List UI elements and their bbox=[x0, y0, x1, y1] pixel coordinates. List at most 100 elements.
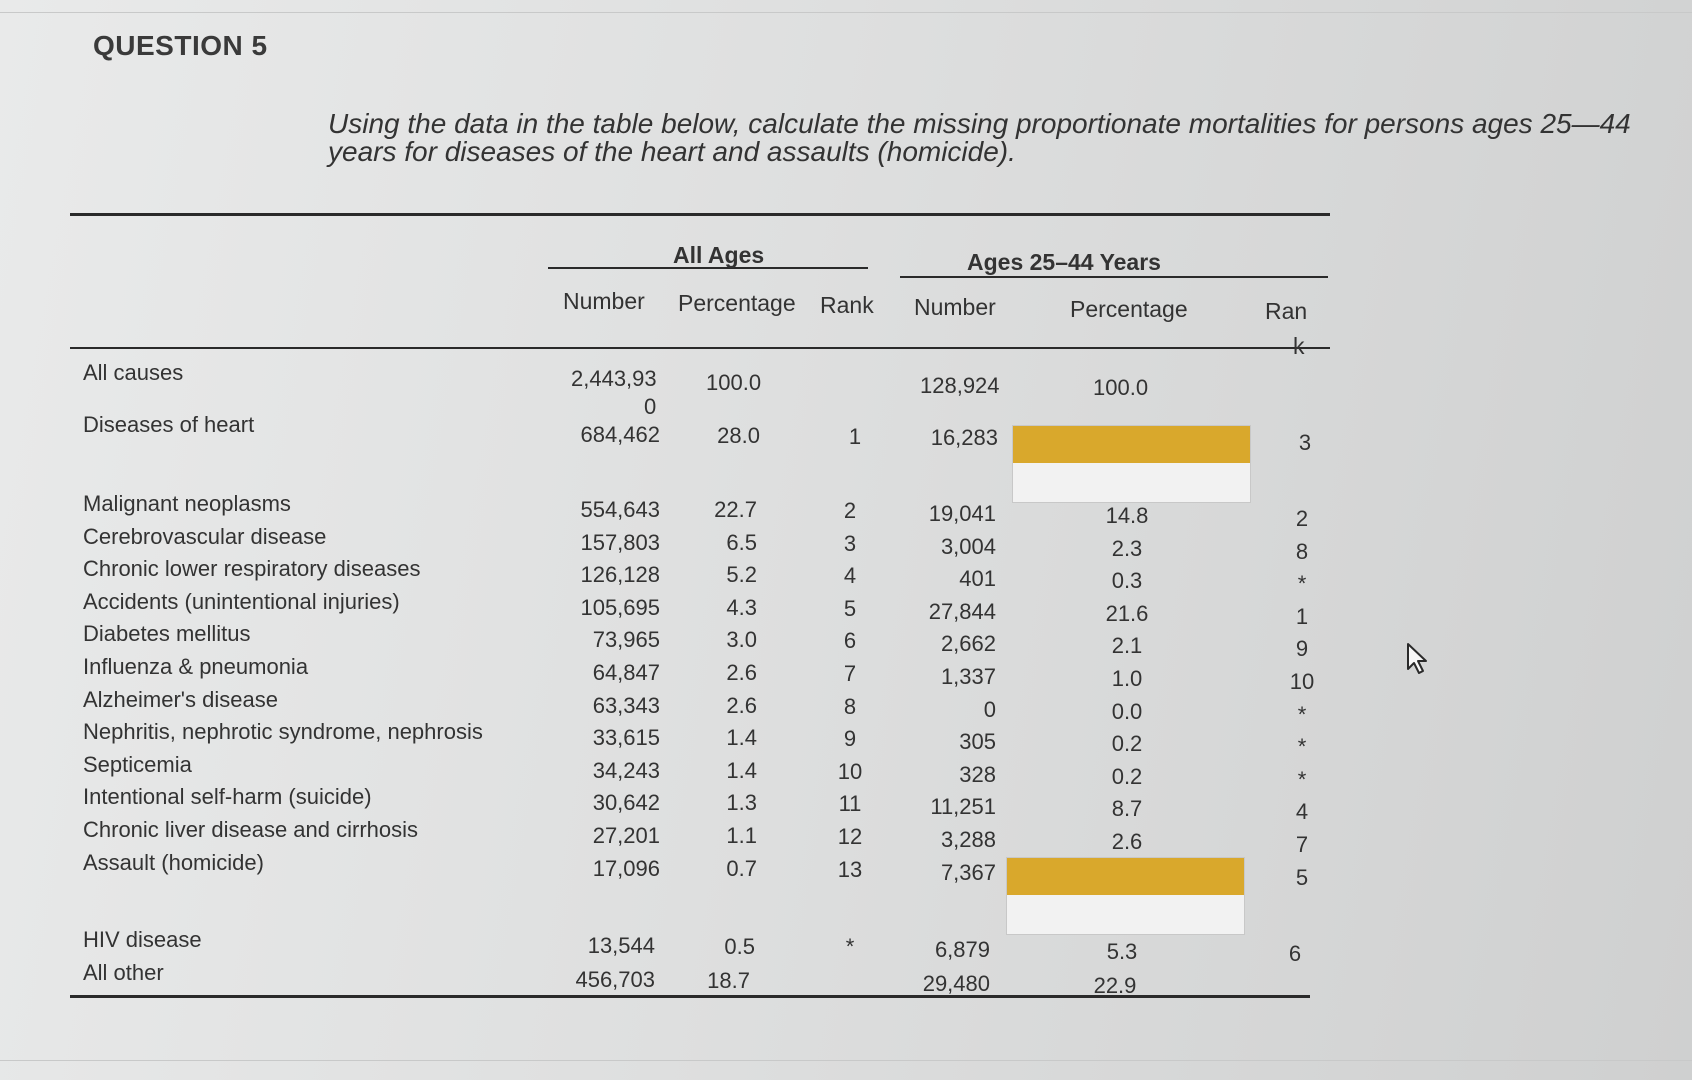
row-label: Chronic liver disease and cirrhosis bbox=[83, 817, 419, 842]
cause-percentage: 0.7 bbox=[726, 855, 757, 881]
cause-rank-25-44: 10 bbox=[1289, 669, 1315, 694]
cause-number-25-44: 2,662 bbox=[940, 631, 996, 657]
cause-rank-25-44: 4 bbox=[1295, 799, 1309, 825]
cause-rank: 7 bbox=[843, 661, 857, 686]
cause-number: 34,243 bbox=[592, 757, 660, 783]
cause-percentage-25-44: 2.6 bbox=[1111, 829, 1143, 854]
group-header-ages-25-44: Ages 25–44 Years bbox=[967, 249, 1161, 275]
cause-rank-25-44: 2 bbox=[1295, 506, 1309, 531]
ages-25-44-group-rule bbox=[900, 276, 1328, 278]
hiv-number-25-44: 6,879 bbox=[934, 937, 990, 962]
cause-percentage: 6.5 bbox=[726, 529, 757, 555]
column-header-number: Number bbox=[563, 288, 645, 314]
answer-box-homicide[interactable] bbox=[1006, 856, 1245, 935]
cause-percentage: 2.6 bbox=[726, 692, 757, 718]
cause-percentage: 5.2 bbox=[726, 562, 757, 588]
column-header-rank-25-44: Ran bbox=[1265, 298, 1308, 324]
cause-number-25-44: 0 bbox=[983, 696, 996, 722]
cause-number-25-44: 3,288 bbox=[940, 827, 996, 852]
row-label: Accidents (unintentional injuries) bbox=[83, 588, 400, 614]
row-label: Malignant neoplasms bbox=[83, 491, 291, 516]
other-number-25-44: 29,480 bbox=[922, 971, 990, 996]
cause-number: 157,803 bbox=[580, 529, 660, 555]
cause-rank-25-44: 7 bbox=[1295, 832, 1309, 857]
cause-number-25-44: 3,004 bbox=[940, 533, 996, 559]
cause-percentage: 3.0 bbox=[726, 627, 757, 653]
cause-rank: 8 bbox=[843, 693, 857, 719]
hiv-percentage: 0.5 bbox=[724, 934, 755, 959]
heart-rank: 1 bbox=[848, 424, 862, 449]
hiv-rank: * bbox=[845, 934, 855, 959]
table-top-rule bbox=[70, 213, 1330, 216]
cause-number: 64,847 bbox=[592, 660, 660, 685]
row-label: Intentional self-harm (suicide) bbox=[83, 784, 372, 810]
cause-number: 105,695 bbox=[580, 594, 660, 620]
heart-percentage: 28.0 bbox=[717, 423, 760, 448]
cause-rank-25-44: 5 bbox=[1295, 864, 1309, 890]
cause-rank: 3 bbox=[843, 530, 857, 556]
cause-rank-25-44: * bbox=[1297, 571, 1307, 597]
row-label: Septicemia bbox=[83, 751, 192, 777]
column-header-number-25-44: Number bbox=[914, 294, 996, 320]
question-instruction: Using the data in the table below, calcu… bbox=[328, 108, 1631, 167]
cause-number-25-44: 7,367 bbox=[940, 859, 996, 885]
cause-rank-25-44: * bbox=[1297, 734, 1307, 760]
cause-percentage-25-44: 0.2 bbox=[1111, 731, 1143, 757]
cause-percentage-25-44: 0.2 bbox=[1111, 763, 1143, 789]
row-label: Chronic lower respiratory diseases bbox=[83, 556, 421, 582]
cause-number: 126,128 bbox=[580, 562, 660, 588]
cause-number: 27,201 bbox=[592, 823, 660, 848]
answer-box-heart-highlight bbox=[1013, 426, 1250, 463]
row-label: Alzheimer's disease bbox=[83, 686, 278, 712]
cause-number-25-44: 11,251 bbox=[930, 794, 996, 820]
cause-percentage-25-44: 2.3 bbox=[1111, 535, 1143, 561]
bottom-page-edge bbox=[0, 1060, 1692, 1061]
all-ages-group-rule bbox=[548, 267, 868, 269]
row-label: Cerebrovascular disease bbox=[83, 523, 327, 549]
cause-number: 17,096 bbox=[592, 855, 660, 881]
group-header-all-ages: All Ages bbox=[673, 242, 765, 268]
column-header-rank-25-44-wrap: k bbox=[1293, 333, 1305, 359]
cause-rank: 13 bbox=[837, 856, 863, 882]
cause-number-25-44: 19,041 bbox=[928, 501, 996, 526]
cause-number-25-44: 1,337 bbox=[940, 664, 996, 689]
cause-rank: 12 bbox=[837, 824, 863, 849]
all-causes-percentage: 100.0 bbox=[706, 370, 762, 395]
column-header-percentage-25-44: Percentage bbox=[1070, 296, 1188, 322]
cause-percentage: 1.4 bbox=[726, 725, 757, 751]
cause-rank: 2 bbox=[843, 498, 857, 523]
cause-rank: 9 bbox=[843, 726, 857, 752]
row-label-hiv-disease: HIV disease bbox=[83, 927, 202, 952]
other-number: 456,703 bbox=[575, 967, 655, 992]
cause-percentage-25-44: 0.3 bbox=[1111, 568, 1143, 594]
row-label-all-other: All other bbox=[83, 960, 164, 985]
cause-rank: 6 bbox=[843, 628, 857, 654]
cause-rank: 10 bbox=[837, 758, 863, 784]
row-label: Assault (homicide) bbox=[83, 849, 264, 875]
all-causes-number-wrap: 0 bbox=[644, 394, 657, 419]
cause-number: 33,615 bbox=[592, 725, 660, 751]
cause-percentage: 4.3 bbox=[726, 594, 757, 620]
cause-percentage: 2.6 bbox=[726, 660, 757, 685]
answer-box-heart[interactable] bbox=[1012, 425, 1251, 503]
other-percentage-25-44: 22.9 bbox=[1093, 973, 1137, 998]
cause-rank-25-44: * bbox=[1297, 701, 1307, 727]
cause-rank: 11 bbox=[838, 791, 862, 817]
cause-number-25-44: 328 bbox=[959, 761, 996, 787]
cause-rank: 4 bbox=[843, 563, 857, 589]
cause-percentage: 1.1 bbox=[726, 823, 757, 848]
cause-number-25-44: 401 bbox=[959, 566, 996, 592]
heart-rank-25-44: 3 bbox=[1298, 430, 1312, 455]
cause-rank: 5 bbox=[843, 595, 857, 621]
cause-number: 30,642 bbox=[592, 790, 660, 816]
cause-number: 63,343 bbox=[592, 692, 660, 718]
top-page-edge bbox=[0, 12, 1692, 13]
row-label-diseases-of-heart: Diseases of heart bbox=[83, 412, 255, 437]
cause-rank-25-44: 9 bbox=[1295, 636, 1309, 662]
hiv-percentage-25-44: 5.3 bbox=[1106, 939, 1138, 964]
all-causes-number: 2,443,93 bbox=[571, 366, 657, 391]
mouse-pointer-icon bbox=[1407, 643, 1427, 674]
cause-number-25-44: 27,844 bbox=[928, 598, 996, 624]
cause-percentage-25-44: 14.8 bbox=[1105, 503, 1149, 528]
row-label-all-causes: All causes bbox=[83, 360, 184, 385]
